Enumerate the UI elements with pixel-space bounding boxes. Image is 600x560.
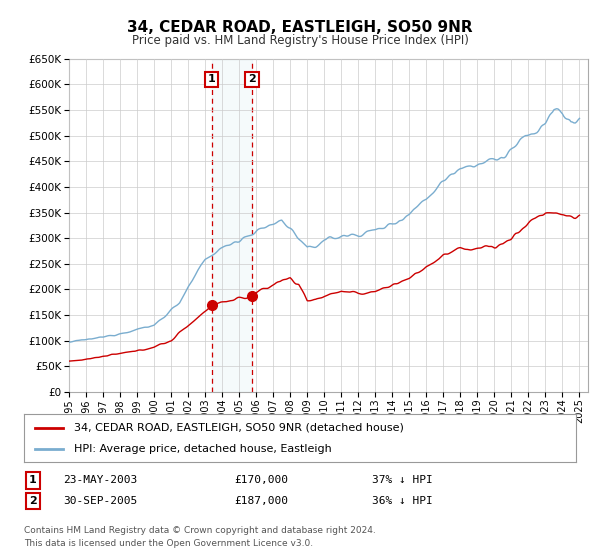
Text: 1: 1 <box>208 74 215 85</box>
Text: 34, CEDAR ROAD, EASTLEIGH, SO50 9NR: 34, CEDAR ROAD, EASTLEIGH, SO50 9NR <box>127 20 473 35</box>
Text: Contains HM Land Registry data © Crown copyright and database right 2024.: Contains HM Land Registry data © Crown c… <box>24 526 376 535</box>
Text: 30-SEP-2005: 30-SEP-2005 <box>63 496 137 506</box>
Text: 34, CEDAR ROAD, EASTLEIGH, SO50 9NR (detached house): 34, CEDAR ROAD, EASTLEIGH, SO50 9NR (det… <box>74 423 404 433</box>
Bar <box>212 59 252 392</box>
Text: 37% ↓ HPI: 37% ↓ HPI <box>372 475 433 486</box>
Text: £187,000: £187,000 <box>234 496 288 506</box>
Text: HPI: Average price, detached house, Eastleigh: HPI: Average price, detached house, East… <box>74 444 331 454</box>
Text: 2: 2 <box>29 496 37 506</box>
Text: This data is licensed under the Open Government Licence v3.0.: This data is licensed under the Open Gov… <box>24 539 313 548</box>
Text: 2: 2 <box>248 74 256 85</box>
Text: 1: 1 <box>29 475 37 486</box>
Text: 36% ↓ HPI: 36% ↓ HPI <box>372 496 433 506</box>
Text: 23-MAY-2003: 23-MAY-2003 <box>63 475 137 486</box>
Text: £170,000: £170,000 <box>234 475 288 486</box>
Text: Price paid vs. HM Land Registry's House Price Index (HPI): Price paid vs. HM Land Registry's House … <box>131 34 469 46</box>
